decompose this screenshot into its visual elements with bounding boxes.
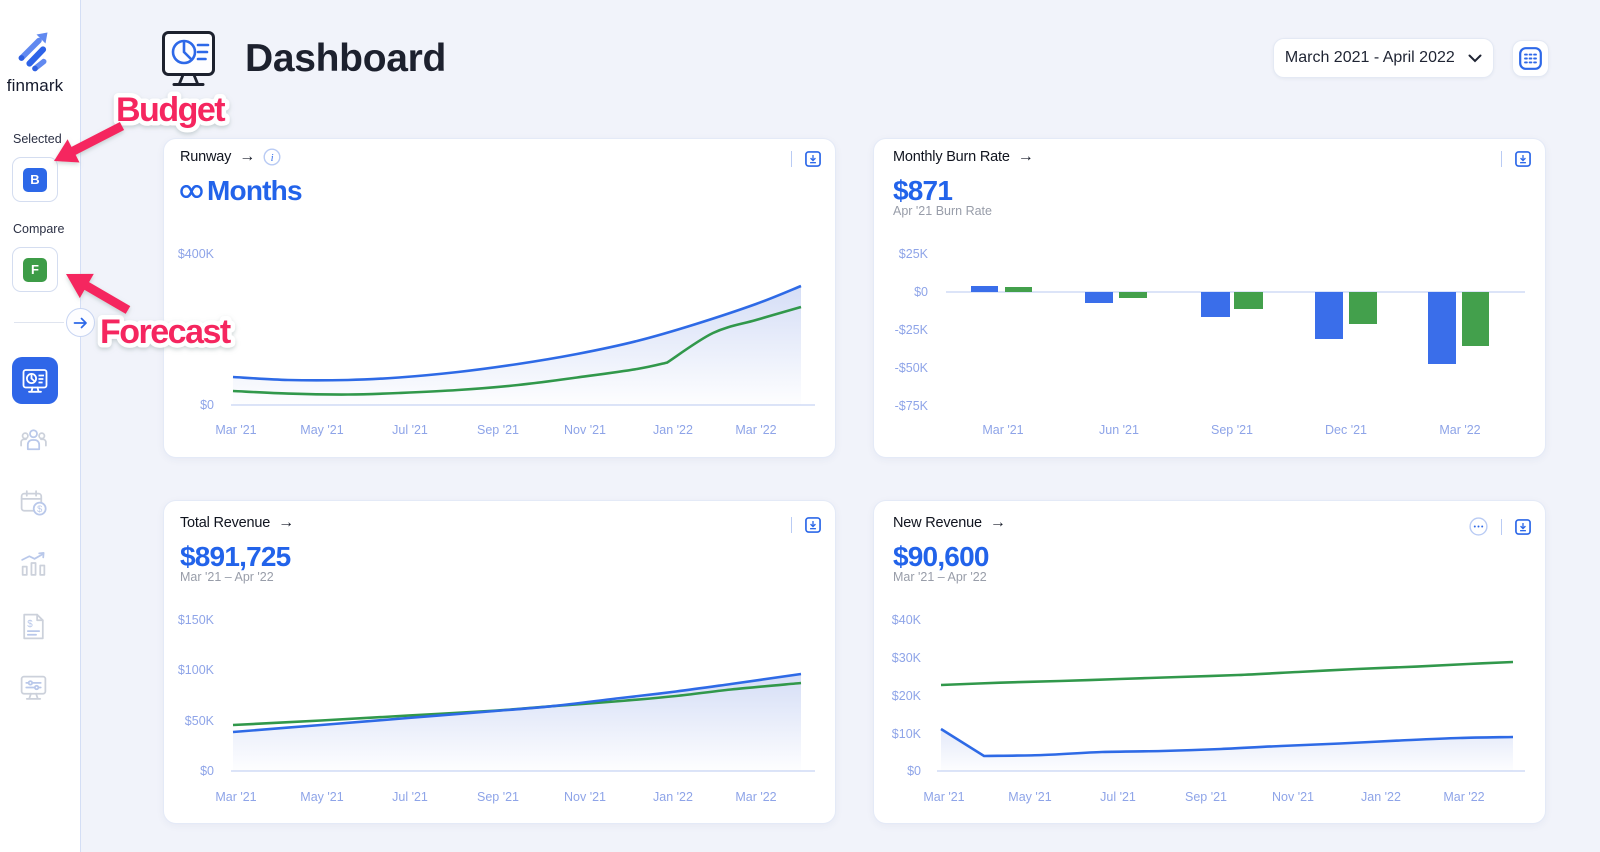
svg-text:$20K: $20K — [892, 689, 922, 703]
svg-text:May '21: May '21 — [1008, 790, 1051, 804]
svg-text:Budget: Budget — [116, 91, 225, 129]
svg-text:Mar '21: Mar '21 — [215, 790, 256, 804]
svg-text:i: i — [271, 153, 274, 164]
svg-text:Sep '21: Sep '21 — [477, 423, 519, 437]
svg-text:$400K: $400K — [178, 247, 215, 261]
svg-text:Mar '21: Mar '21 — [982, 423, 1023, 437]
svg-text:Nov '21: Nov '21 — [1272, 790, 1314, 804]
svg-text:Mar '22: Mar '22 — [1443, 790, 1484, 804]
svg-text:$: $ — [37, 504, 43, 514]
svg-text:$25K: $25K — [899, 247, 929, 261]
svg-text:$40K: $40K — [892, 613, 922, 627]
svg-text:Forecast: Forecast — [100, 313, 231, 351]
svg-text:-$75K: -$75K — [895, 399, 929, 413]
svg-text:Nov '21: Nov '21 — [564, 423, 606, 437]
svg-text:Jan '22: Jan '22 — [653, 423, 693, 437]
svg-text:Mar '22: Mar '22 — [735, 790, 776, 804]
svg-text:Sep '21: Sep '21 — [1211, 423, 1253, 437]
svg-text:Jul '21: Jul '21 — [1100, 790, 1136, 804]
svg-text:$10K: $10K — [892, 727, 922, 741]
svg-text:Jan '22: Jan '22 — [1361, 790, 1401, 804]
svg-text:-$50K: -$50K — [895, 361, 929, 375]
svg-text:$0: $0 — [914, 285, 928, 299]
svg-text:$0: $0 — [200, 398, 214, 412]
svg-text:$: $ — [27, 619, 33, 630]
svg-text:Jan '22: Jan '22 — [653, 790, 693, 804]
svg-text:Mar '22: Mar '22 — [1439, 423, 1480, 437]
svg-text:Jul '21: Jul '21 — [392, 423, 428, 437]
svg-text:Jun '21: Jun '21 — [1099, 423, 1139, 437]
svg-text:$0: $0 — [200, 764, 214, 778]
svg-text:$100K: $100K — [178, 663, 215, 677]
svg-text:Nov '21: Nov '21 — [564, 790, 606, 804]
svg-text:Sep '21: Sep '21 — [477, 790, 519, 804]
svg-text:$0: $0 — [907, 764, 921, 778]
svg-text:$30K: $30K — [892, 651, 922, 665]
svg-text:Dec '21: Dec '21 — [1325, 423, 1367, 437]
svg-text:Sep '21: Sep '21 — [1185, 790, 1227, 804]
svg-text:$50K: $50K — [185, 714, 215, 728]
svg-text:Mar '21: Mar '21 — [215, 423, 256, 437]
svg-text:May '21: May '21 — [300, 423, 343, 437]
svg-text:Jul '21: Jul '21 — [392, 790, 428, 804]
svg-text:Mar '22: Mar '22 — [735, 423, 776, 437]
svg-text:-$25K: -$25K — [895, 323, 929, 337]
svg-text:May '21: May '21 — [300, 790, 343, 804]
svg-text:Mar '21: Mar '21 — [923, 790, 964, 804]
svg-text:$150K: $150K — [178, 613, 215, 627]
